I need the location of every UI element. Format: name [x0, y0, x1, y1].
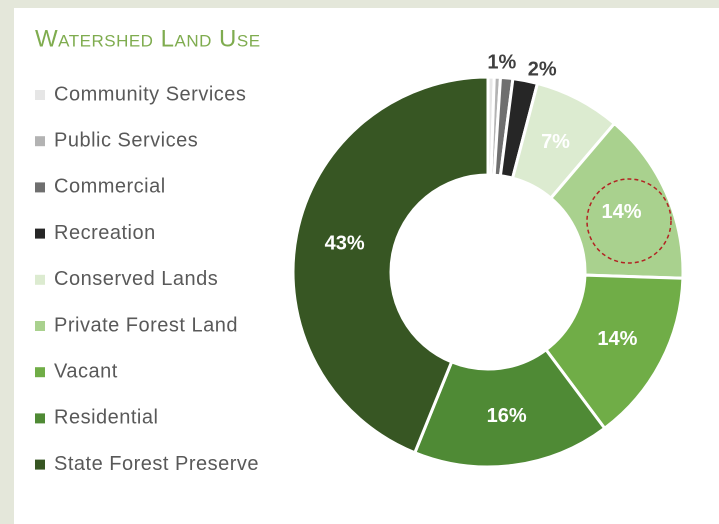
legend-swatch	[35, 413, 45, 424]
legend-swatch	[35, 367, 45, 378]
slice-label: 43%	[325, 232, 365, 254]
slice-labels: 1% 2% 7% 14% 14% 16% 43%	[325, 52, 642, 427]
legend-label: Public Services	[54, 129, 198, 151]
slice	[543, 273, 685, 431]
legend-swatch	[35, 90, 45, 100]
legend-label: Vacant	[54, 360, 118, 382]
legend-swatch	[35, 274, 45, 285]
legend-label: Commercial	[54, 176, 166, 198]
slice-label: 16%	[487, 405, 527, 427]
donut	[291, 75, 685, 469]
slice-label: 14%	[601, 201, 641, 223]
legend-label: Private Forest Land	[54, 314, 238, 336]
legend-label: Conserved Lands	[54, 268, 218, 290]
slice-label: 14%	[597, 328, 637, 350]
legend-label: Residential	[54, 407, 158, 429]
legend-swatch	[35, 182, 45, 193]
slice	[291, 75, 490, 455]
slice-label: 2%	[528, 58, 557, 80]
legend-swatch	[35, 136, 45, 147]
legend-label: Recreation	[54, 222, 156, 244]
slice-label: 7%	[541, 131, 570, 153]
slice	[412, 347, 607, 469]
slice-label: 1%	[487, 52, 516, 74]
legend-label: State Forest Preserve	[54, 453, 259, 475]
highlight-circle	[586, 178, 672, 264]
legend-swatch	[35, 459, 45, 470]
legend-swatch	[35, 228, 45, 239]
legend-swatch	[35, 321, 45, 331]
slice	[548, 121, 685, 280]
legend-label: Community Services	[54, 83, 246, 105]
chart-title: Watershed Land Use	[35, 25, 261, 52]
legend: Community Services Public Services Commerc…	[35, 83, 259, 475]
